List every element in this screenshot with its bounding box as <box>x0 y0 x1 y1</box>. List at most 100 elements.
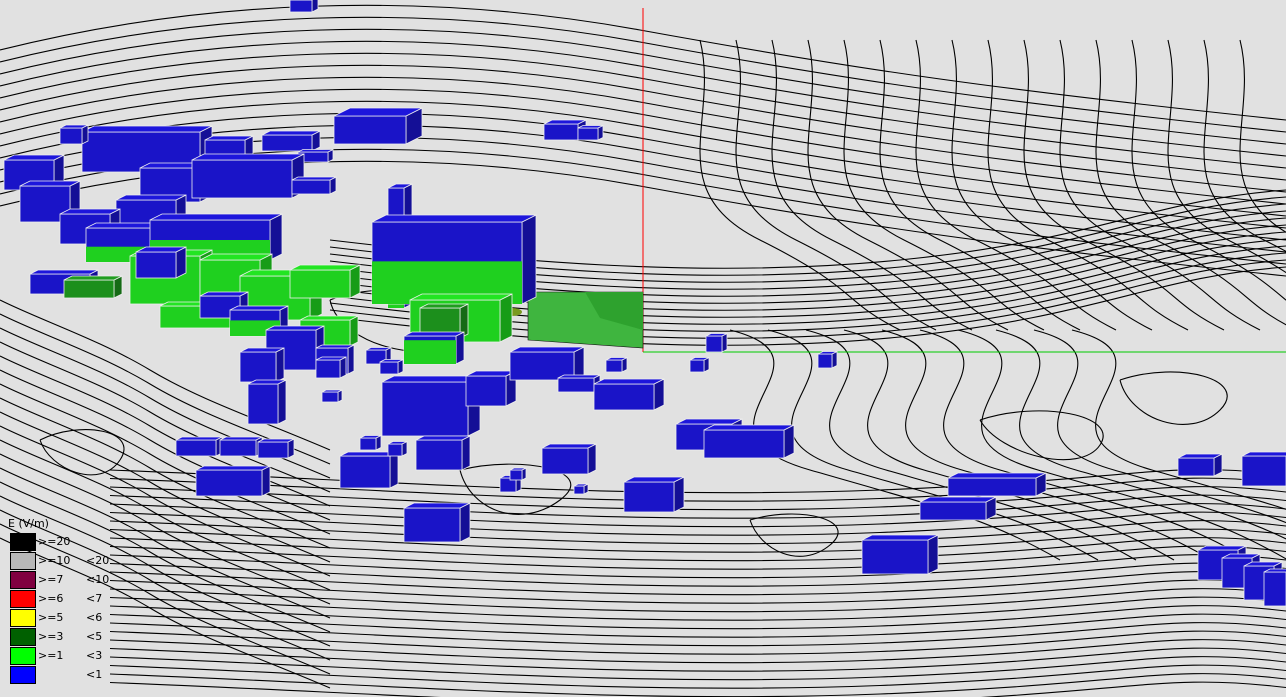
building <box>403 331 465 365</box>
contour-line <box>0 411 331 563</box>
building <box>339 451 399 489</box>
legend-swatch <box>10 628 36 646</box>
building <box>705 332 728 353</box>
contour-line <box>0 369 331 521</box>
building <box>689 356 710 373</box>
contour-line <box>0 509 331 661</box>
building <box>289 0 319 13</box>
contour-line <box>109 503 1286 528</box>
contour-line <box>879 39 1081 331</box>
contour-line <box>0 355 331 507</box>
contour-line <box>0 383 331 535</box>
building <box>509 467 527 481</box>
contour-line <box>0 16 1286 133</box>
contour-line <box>957 329 1286 560</box>
contour-line <box>749 513 839 557</box>
contour-line <box>109 528 1286 553</box>
building <box>247 379 287 425</box>
legend-high-bound: <1 <box>86 668 103 681</box>
building <box>257 438 295 459</box>
contour-line <box>771 39 973 331</box>
contour-line <box>0 453 331 605</box>
building <box>1177 453 1223 477</box>
building <box>333 107 423 145</box>
building <box>861 534 939 575</box>
building <box>543 119 587 141</box>
contour-line <box>459 463 572 515</box>
field-strength-legend: E (V/m) >=20 >=10 <20 >=7 <10 >=6 <7 >=5… <box>6 516 134 684</box>
building <box>219 436 263 457</box>
contour-line <box>109 596 1286 621</box>
building <box>371 214 537 305</box>
contour-line <box>109 520 1286 545</box>
contour-line <box>109 554 1286 579</box>
building <box>195 465 271 497</box>
contour-line <box>1033 329 1286 524</box>
buildings-layer <box>3 0 1286 607</box>
contour-line <box>1239 39 1286 233</box>
legend-low-bound: >=7 <box>38 573 64 586</box>
legend-low-bound: >=3 <box>38 630 64 643</box>
building <box>315 356 347 379</box>
contour-line <box>0 523 331 675</box>
contour-line <box>951 39 1153 331</box>
building <box>919 496 997 521</box>
contour-line <box>109 664 1286 689</box>
contour-line <box>979 410 1104 461</box>
legend-row: >=20 <box>6 532 134 551</box>
building <box>59 124 89 145</box>
contour-line <box>0 341 331 493</box>
building <box>387 440 408 457</box>
legend-row: >=5 <6 <box>6 608 134 627</box>
contour-line <box>1203 39 1286 253</box>
building <box>63 275 123 299</box>
contour-line <box>919 329 1251 561</box>
contour-line <box>915 39 1117 331</box>
building <box>947 472 1047 497</box>
contour-line <box>0 28 1286 145</box>
building <box>321 389 343 403</box>
contour-line <box>109 673 1286 697</box>
legend-swatch <box>10 647 36 665</box>
legend-swatch <box>10 609 36 627</box>
building <box>623 476 685 513</box>
building <box>81 125 213 173</box>
legend-swatch <box>10 533 36 551</box>
legend-low-bound: >=6 <box>38 592 64 605</box>
contour-line <box>0 397 331 549</box>
building <box>557 374 601 393</box>
legend-high-bound: <7 <box>86 592 103 605</box>
contour-line <box>1071 329 1286 510</box>
building <box>605 356 628 373</box>
legend-high-bound: <10 <box>86 573 110 586</box>
legend-low-bound: >=5 <box>38 611 64 624</box>
contour-line <box>109 571 1286 596</box>
contour-line <box>109 511 1286 536</box>
legend-low-bound: >=20 <box>38 535 71 548</box>
contour-line <box>729 329 1061 561</box>
legend-low-bound: >=1 <box>38 649 64 662</box>
legend-swatch <box>10 590 36 608</box>
contour-line <box>0 439 331 591</box>
contour-line <box>0 64 1286 181</box>
legend-row: >=3 <5 <box>6 627 134 646</box>
contour-line <box>109 681 1286 697</box>
contour-line <box>0 467 331 619</box>
contour-line <box>0 76 1286 193</box>
contour-line <box>1023 39 1225 331</box>
building <box>175 436 223 457</box>
building <box>573 483 589 495</box>
contour-line <box>1167 39 1286 274</box>
contour-line <box>109 588 1286 613</box>
building <box>239 347 285 383</box>
terrain-contour-lines <box>0 4 1286 697</box>
building <box>381 375 481 437</box>
contour-line <box>109 656 1286 681</box>
contour-line <box>0 88 1286 205</box>
contour-line <box>1131 39 1286 301</box>
contour-line <box>1119 371 1228 425</box>
building <box>359 434 382 451</box>
contour-line <box>735 39 937 331</box>
legend-low-bound: >=10 <box>38 554 71 567</box>
